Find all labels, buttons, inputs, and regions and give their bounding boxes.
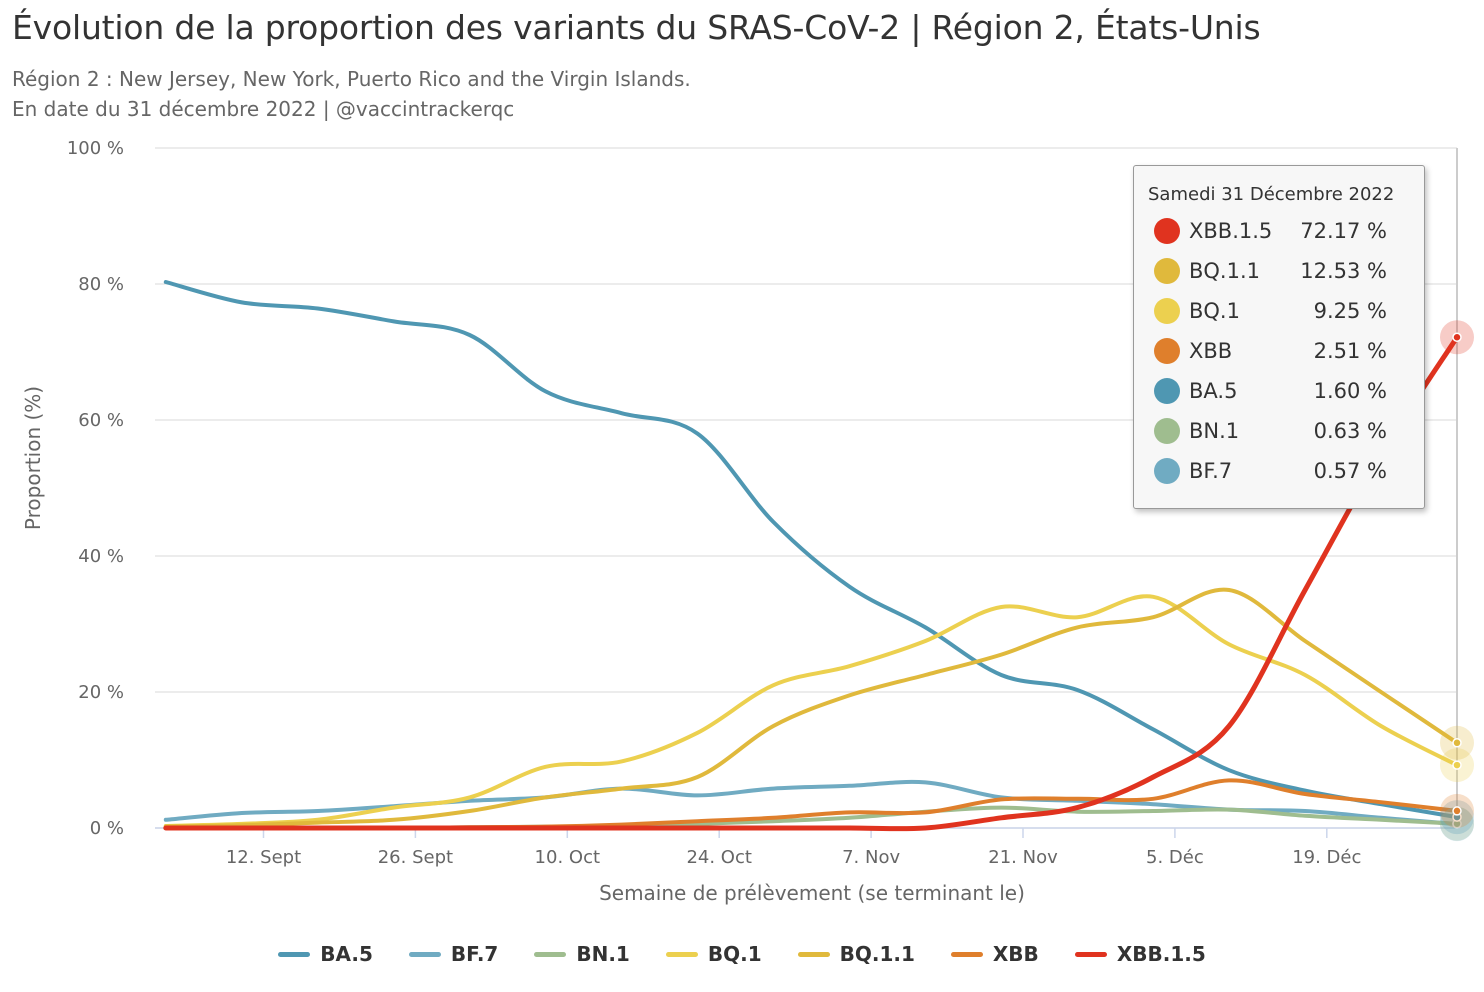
- x-tick-label: 21. Nov: [988, 847, 1058, 868]
- series-dot-icon: [1154, 218, 1180, 244]
- legend-item-bf-7[interactable]: BF.7: [408, 942, 499, 966]
- legend-label: BQ.1: [707, 942, 762, 966]
- tooltip-row: BQ.1.1 12.53 %: [1154, 256, 1387, 286]
- hover-markers: [1440, 320, 1474, 842]
- tooltip-series-name: XBB.1.5: [1189, 219, 1273, 243]
- data-point-bq-1[interactable]: [1452, 760, 1462, 770]
- tooltip-series-value: 9.25 %: [1313, 299, 1387, 323]
- tooltip-series-value: 2.51 %: [1313, 339, 1387, 363]
- tooltip-series-value: 0.63 %: [1313, 419, 1387, 443]
- legend-item-xbb[interactable]: XBB: [950, 942, 1039, 966]
- x-tick-label: 19. Déc: [1292, 847, 1361, 868]
- y-tick-label: 80 %: [78, 274, 124, 295]
- x-tick-label: 10. Oct: [535, 847, 600, 868]
- series-line-bn-1[interactable]: [163, 805, 1459, 831]
- tooltip-series-name: BQ.1: [1189, 299, 1240, 323]
- legend-item-ba-5[interactable]: BA.5: [278, 942, 373, 966]
- tooltip-row: BQ.1 9.25 %: [1154, 296, 1387, 326]
- tooltip-series-name: BQ.1.1: [1189, 259, 1261, 283]
- y-tick-label: 20 %: [78, 682, 124, 703]
- data-point-xbb[interactable]: [1452, 806, 1462, 816]
- legend-label: BQ.1.1: [839, 942, 915, 966]
- y-tick-label: 0 %: [90, 818, 124, 839]
- series-dot-icon: [1154, 338, 1180, 364]
- series-dot-icon: [1154, 298, 1180, 324]
- tooltip-panel: Samedi 31 Décembre 2022 XBB.1.5 72.17 % BQ…: [1133, 165, 1425, 509]
- x-tick-label: 7. Nov: [842, 847, 900, 868]
- chart-legend: BA.5 BF.7 BN.1 BQ.1 BQ.1.1 XBB XBB.1.5: [0, 942, 1484, 966]
- legend-label: BA.5: [320, 942, 373, 966]
- series-dot-icon: [1154, 378, 1180, 404]
- legend-label: BN.1: [576, 942, 630, 966]
- y-axis-ticks: 0 % 20 % 40 % 60 % 80 % 100 %: [67, 138, 124, 839]
- y-tick-label: 60 %: [78, 410, 124, 431]
- series-line-bq-1[interactable]: [163, 594, 1459, 828]
- series-line-xbb-1-5[interactable]: [163, 334, 1460, 832]
- legend-line-icon: [797, 951, 830, 957]
- tooltip-row: XBB 2.51 %: [1154, 336, 1387, 366]
- tooltip-row: BN.1 0.63 %: [1154, 416, 1387, 446]
- tooltip-series-name: BF.7: [1189, 459, 1233, 483]
- chart-subtitle-date: En date du 31 décembre 2022 | @vaccintra…: [12, 97, 515, 121]
- tooltip-series-value: 72.17 %: [1300, 219, 1387, 243]
- legend-line-icon: [665, 951, 698, 957]
- legend-item-xbb-1-5[interactable]: XBB.1.5: [1074, 942, 1206, 966]
- legend-item-bq-1-1[interactable]: BQ.1.1: [797, 942, 915, 966]
- legend-item-bn-1[interactable]: BN.1: [534, 942, 630, 966]
- legend-label: XBB.1.5: [1116, 942, 1206, 966]
- legend-line-icon: [534, 951, 567, 957]
- chart-subtitle-region: Région 2 : New Jersey, New York, Puerto …: [12, 67, 691, 91]
- x-tick-label: 24. Oct: [686, 847, 751, 868]
- x-axis-title: Semaine de prélèvement (se terminant le): [599, 881, 1025, 905]
- x-tick-label: 26. Sept: [378, 847, 453, 868]
- legend-label: XBB: [992, 942, 1039, 966]
- tooltip-series-name: BA.5: [1189, 379, 1238, 403]
- chart-title: Évolution de la proportion des variants …: [12, 8, 1261, 47]
- data-point-xbb-1-5[interactable]: [1452, 332, 1462, 342]
- tooltip-row: BA.5 1.60 %: [1154, 376, 1387, 406]
- tooltip-series-value: 12.53 %: [1300, 259, 1387, 283]
- series-line-bq-1-1[interactable]: [163, 587, 1459, 829]
- x-axis-ticks: 12. Sept 26. Sept 10. Oct 24. Oct 7. Nov 21. …: [226, 828, 1361, 868]
- tooltip-series-name: XBB: [1189, 339, 1233, 363]
- tooltip-series-value: 0.57 %: [1313, 459, 1387, 483]
- data-point-bq-1-1[interactable]: [1452, 738, 1462, 748]
- legend-line-icon: [1074, 951, 1107, 957]
- series-lines[interactable]: [163, 280, 1460, 832]
- tooltip-row: XBB.1.5 72.17 %: [1154, 216, 1387, 246]
- legend-label: BF.7: [450, 942, 499, 966]
- tooltip-date: Samedi 31 Décembre 2022: [1148, 184, 1395, 205]
- series-dot-icon: [1154, 258, 1180, 284]
- legend-item-bq-1[interactable]: BQ.1: [665, 942, 762, 966]
- legend-line-icon: [408, 951, 441, 957]
- x-tick-label: 5. Déc: [1146, 847, 1204, 868]
- y-axis-title: Proportion (%): [21, 386, 45, 530]
- y-tick-label: 40 %: [78, 546, 124, 567]
- series-dot-icon: [1154, 418, 1180, 444]
- tooltip-series-value: 1.60 %: [1313, 379, 1387, 403]
- legend-line-icon: [278, 951, 311, 957]
- y-tick-label: 100 %: [67, 138, 124, 159]
- series-dot-icon: [1154, 458, 1180, 484]
- legend-line-icon: [950, 951, 983, 957]
- x-tick-label: 12. Sept: [226, 847, 301, 868]
- tooltip-series-name: BN.1: [1189, 419, 1240, 443]
- series-line-ba-5[interactable]: [163, 280, 1459, 820]
- tooltip-row: BF.7 0.57 %: [1154, 456, 1387, 486]
